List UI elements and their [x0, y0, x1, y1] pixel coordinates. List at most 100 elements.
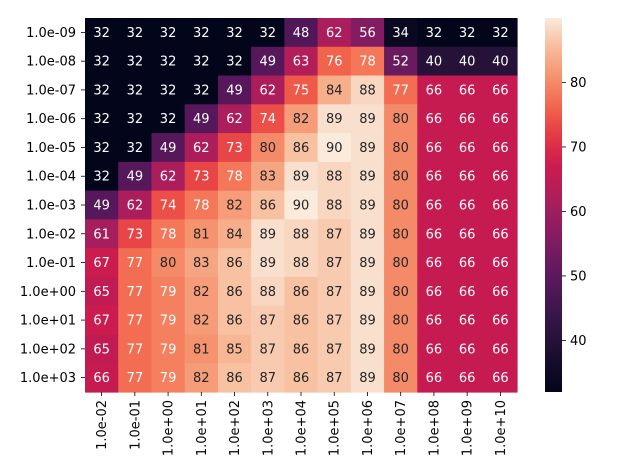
cell-value-label: 86 [226, 285, 243, 300]
heatmap-cell [85, 18, 119, 48]
cell-value-label: 80 [392, 141, 409, 156]
heatmap-cell [417, 104, 452, 134]
heatmap-cell [450, 46, 485, 77]
cell-value-label: 32 [93, 112, 110, 127]
cell-value-label: 87 [326, 256, 343, 271]
heatmap-cell [450, 190, 485, 220]
cell-value-label: 85 [226, 342, 243, 357]
cell-value-label: 88 [326, 199, 343, 214]
heatmap-cell [118, 46, 153, 77]
cell-value-label: 66 [426, 227, 443, 242]
cell-value-label: 87 [326, 342, 343, 357]
heatmap-cell [184, 46, 219, 77]
cell-value-label: 66 [459, 227, 476, 242]
cell-value-label: 32 [127, 112, 144, 127]
cell-value-label: 89 [359, 112, 376, 127]
cell-value-label: 80 [259, 141, 276, 156]
cell-value-label: 87 [326, 285, 343, 300]
cell-value-label: 84 [326, 83, 343, 98]
cell-value-label: 86 [293, 141, 310, 156]
heatmap-cell [85, 46, 119, 77]
cell-value-label: 86 [259, 199, 276, 214]
heatmap-cell [350, 75, 385, 105]
heatmap-cell [384, 305, 418, 336]
x-tick-label: 1.0e+06 [361, 400, 376, 456]
x-tick-label: 1.0e+05 [328, 400, 343, 456]
heatmap-cell [151, 248, 186, 278]
heatmap-cell [483, 46, 518, 77]
heatmap-cell [317, 248, 352, 278]
cell-value-label: 32 [127, 83, 144, 98]
heatmap-cell [450, 161, 485, 192]
cell-value-label: 82 [226, 199, 243, 214]
cell-value-label: 67 [93, 256, 110, 271]
cell-value-label: 66 [459, 199, 476, 214]
heatmap-cell [483, 276, 518, 307]
x-tick-label: 1.0e+01 [195, 400, 210, 456]
y-tick-label: 1.0e-09 [26, 26, 76, 41]
heatmap-cell [184, 276, 219, 307]
x-tick-label: 1.0e+03 [261, 400, 276, 456]
heatmap-cell [350, 219, 385, 249]
cell-value-label: 66 [426, 170, 443, 185]
heatmap-cell [85, 75, 119, 105]
cell-value-label: 87 [259, 371, 276, 386]
heatmap-cell [217, 75, 252, 105]
cell-value-label: 66 [459, 170, 476, 185]
y-tick-label: 1.0e-07 [26, 83, 76, 98]
cell-value-label: 40 [426, 55, 443, 70]
cell-value-label: 63 [293, 55, 310, 70]
cell-value-label: 75 [293, 83, 310, 98]
heatmap-cell [384, 334, 418, 364]
colorbar-tick-label: 40 [570, 334, 587, 349]
cell-value-label: 65 [93, 342, 110, 357]
heatmap-cell [217, 248, 252, 278]
cell-value-label: 61 [93, 227, 110, 242]
heatmap-cell [118, 133, 153, 163]
heatmap-cell [184, 305, 219, 336]
heatmap-cell [251, 18, 285, 48]
heatmap-cell [184, 219, 219, 249]
cell-value-label: 89 [359, 371, 376, 386]
cell-value-label: 66 [426, 83, 443, 98]
heatmap-cell [251, 190, 285, 220]
heatmap-cell [317, 46, 352, 77]
cell-value-label: 80 [392, 371, 409, 386]
colorbar [545, 18, 562, 392]
heatmap-cell [118, 276, 153, 307]
heatmap-cell [417, 161, 452, 192]
cell-value-label: 66 [93, 371, 110, 386]
heatmap-cell [284, 161, 319, 192]
heatmap-cell [317, 276, 352, 307]
cell-value-label: 77 [127, 256, 144, 271]
cell-value-label: 32 [193, 83, 210, 98]
cell-value-label: 32 [93, 55, 110, 70]
cell-value-label: 86 [293, 285, 310, 300]
cell-value-label: 86 [226, 256, 243, 271]
cell-value-label: 78 [226, 170, 243, 185]
heatmap-cell [384, 219, 418, 249]
heatmap-cell [483, 104, 518, 134]
heatmap-cell [450, 248, 485, 278]
colorbar-tick-label: 70 [570, 140, 587, 155]
y-tick-label: 1.0e+03 [20, 371, 76, 386]
heatmap-cell [317, 334, 352, 364]
heatmap-cell [217, 276, 252, 307]
cell-value-label: 87 [259, 342, 276, 357]
heatmap-cell [85, 104, 119, 134]
heatmap-cell [284, 276, 319, 307]
cell-value-label: 49 [193, 112, 210, 127]
heatmap-cell [384, 248, 418, 278]
heatmap-cell [350, 305, 385, 336]
cell-value-label: 87 [326, 227, 343, 242]
heatmap-cell [251, 334, 285, 364]
heatmap-cell [284, 46, 319, 77]
heatmap-cell-labels: 32 32 32 32 32 32 48 62 56 34 32 32 32 32 32 32 32 32 49 63… [93, 26, 508, 386]
heatmap-cell [450, 334, 485, 364]
heatmap-cell [350, 18, 385, 48]
heatmap-cell [151, 276, 186, 307]
heatmap-cell [85, 190, 119, 220]
heatmap-cell [184, 248, 219, 278]
cell-value-label: 66 [426, 314, 443, 329]
colorbar-tick-label: 80 [570, 76, 587, 91]
